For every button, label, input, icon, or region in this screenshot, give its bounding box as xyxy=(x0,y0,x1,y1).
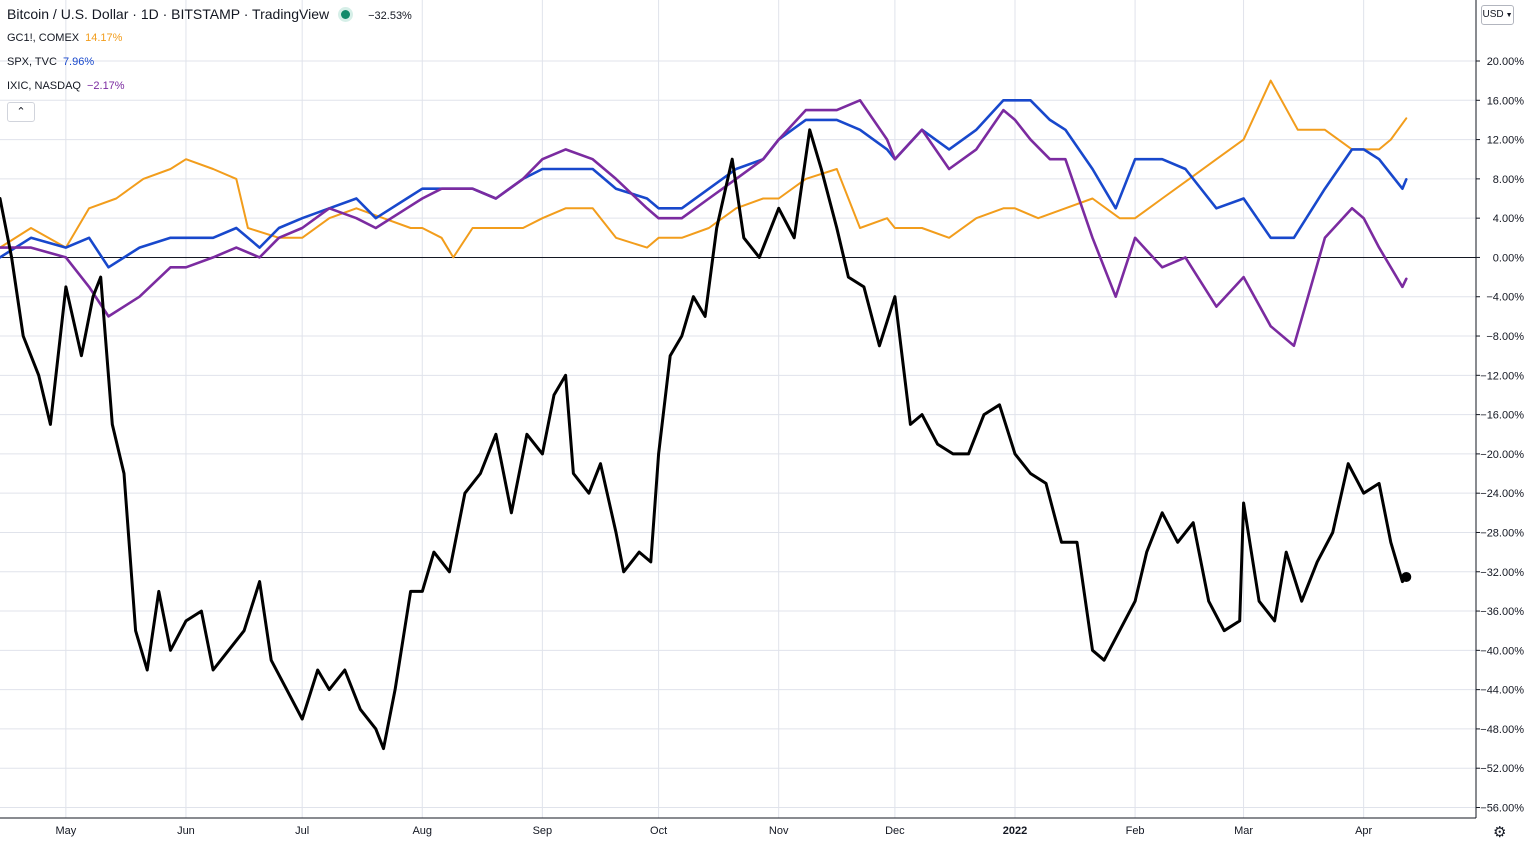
series-lines xyxy=(0,79,1412,751)
x-tick-label: Aug xyxy=(412,825,432,837)
currency-dropdown[interactable]: USD ▼ xyxy=(1481,5,1514,25)
y-tick-label: 0.00% xyxy=(1493,252,1524,264)
y-tick-label: −40.00% xyxy=(1480,645,1524,657)
x-tick-label: Sep xyxy=(533,825,553,837)
y-tick-label: −20.00% xyxy=(1480,449,1524,461)
x-tick-label: Mar xyxy=(1234,825,1253,837)
compare-legend-ixic[interactable]: IXIC, NASDAQ −2.17% xyxy=(7,80,125,92)
series-last-point xyxy=(1401,571,1412,582)
y-tick-label: 8.00% xyxy=(1493,174,1524,186)
y-tick-label: −24.00% xyxy=(1480,488,1524,500)
x-axis-ticks: May Jun Jul Aug Sep Oct Nov Dec 2022 Feb Mar Apr xyxy=(55,825,1372,837)
y-tick-label: −32.00% xyxy=(1480,567,1524,579)
series-line xyxy=(0,128,1408,751)
compare-symbol-value: −2.17% xyxy=(86,80,125,92)
x-tick-label: Jun xyxy=(177,825,195,837)
y-tick-label: −52.00% xyxy=(1480,763,1524,775)
y-tick-label: 12.00% xyxy=(1487,135,1525,147)
y-tick-label: 4.00% xyxy=(1493,213,1524,225)
y-tick-label: −48.00% xyxy=(1480,724,1524,736)
y-tick-label: −16.00% xyxy=(1480,410,1524,422)
main-symbol-change: −32.53% xyxy=(368,10,412,22)
y-tick-label: −56.00% xyxy=(1480,803,1524,815)
chevron-down-icon: ▼ xyxy=(1505,12,1513,19)
compare-legend-spx[interactable]: SPX, TVC 7.96% xyxy=(7,56,94,68)
collapse-legend-button[interactable]: ⌃ xyxy=(7,102,35,122)
main-symbol-legend[interactable]: Bitcoin / U.S. Dollar · 1D · BITSTAMP · … xyxy=(7,6,412,22)
chevron-up-icon: ⌃ xyxy=(16,106,26,118)
compare-symbol-label: IXIC, NASDAQ xyxy=(7,80,81,92)
y-axis-ticks: 20.00% 16.00% 12.00% 8.00% 4.00% 0.00% −4.00% −… xyxy=(1476,56,1524,815)
status-dot-icon xyxy=(341,10,351,19)
series-line xyxy=(0,79,1408,259)
compare-legend-gc[interactable]: GC1!, COMEX 14.17% xyxy=(7,32,122,44)
compare-symbol-value: 7.96% xyxy=(62,56,95,68)
y-tick-label: −28.00% xyxy=(1480,527,1524,539)
y-tick-label: −4.00% xyxy=(1486,292,1524,304)
y-tick-label: 20.00% xyxy=(1487,56,1525,68)
compare-symbol-value: 14.17% xyxy=(85,32,123,44)
y-tick-label: 16.00% xyxy=(1487,95,1525,107)
grid-lines xyxy=(0,0,1476,818)
compare-symbol-label: GC1!, COMEX xyxy=(7,32,80,44)
x-tick-label: Oct xyxy=(650,825,667,837)
main-symbol-title: Bitcoin / U.S. Dollar · 1D · BITSTAMP · … xyxy=(7,6,330,22)
y-tick-label: −12.00% xyxy=(1480,370,1524,382)
x-tick-label: 2022 xyxy=(1003,825,1027,837)
series-line xyxy=(0,99,1408,269)
x-tick-label: Dec xyxy=(885,825,905,837)
x-tick-label: May xyxy=(55,825,76,837)
x-tick-label: Feb xyxy=(1126,825,1145,837)
series-line xyxy=(0,99,1408,348)
x-tick-label: Nov xyxy=(769,825,789,837)
y-tick-label: −36.00% xyxy=(1480,606,1524,618)
x-tick-label: Apr xyxy=(1355,825,1372,837)
compare-symbol-label: SPX, TVC xyxy=(7,56,57,68)
gear-icon[interactable]: ⚙ xyxy=(1493,824,1507,841)
y-tick-label: −44.00% xyxy=(1480,685,1524,697)
x-tick-label: Jul xyxy=(295,825,309,837)
y-tick-label: −8.00% xyxy=(1486,331,1524,343)
currency-label: USD xyxy=(1482,9,1504,20)
